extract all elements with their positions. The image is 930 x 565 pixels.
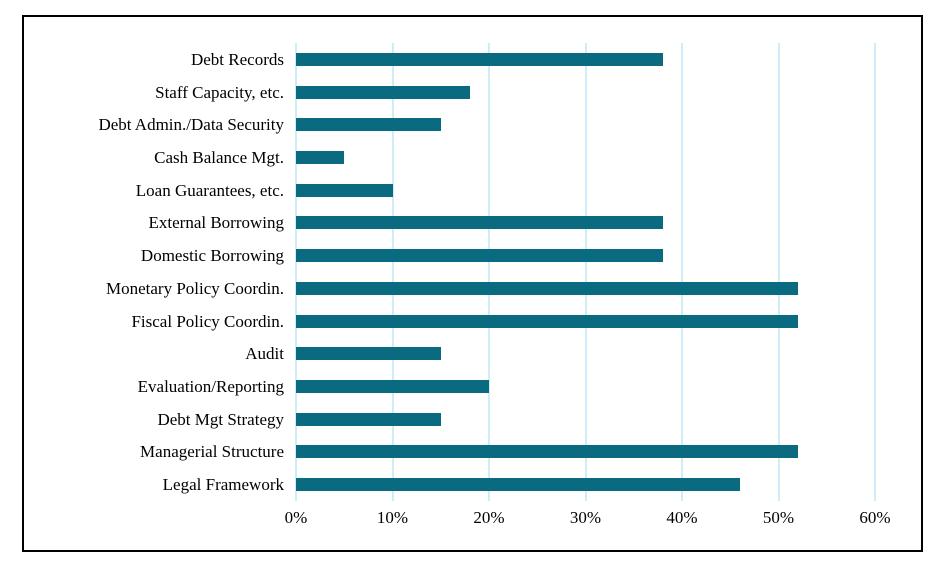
gridline	[391, 43, 394, 501]
bar-row	[296, 207, 875, 240]
category-label: Debt Records	[190, 49, 284, 69]
category-label: Debt Admin./Data Security	[98, 115, 284, 135]
x-axis-tick-labels: 0% 10% 20% 30% 40% 50% 60%	[285, 508, 891, 532]
bar	[296, 52, 663, 66]
bar	[296, 85, 470, 99]
category-axis-labels: Debt Records Staff Capacity, etc. Debt Adm…	[0, 43, 284, 501]
bar	[296, 478, 740, 492]
x-tick-label: 30%	[569, 508, 602, 527]
gridline	[584, 43, 587, 501]
gridlines	[295, 43, 876, 501]
bar-row	[296, 108, 875, 141]
category-label: Loan Guarantees, etc.	[135, 180, 284, 200]
x-tick-label: 40%	[666, 508, 698, 527]
bar-row	[296, 468, 875, 501]
bar	[296, 445, 798, 459]
category-label: Fiscal Policy Coordin.	[131, 311, 284, 331]
bar	[296, 380, 489, 394]
bar-row	[296, 141, 875, 174]
bar-row	[296, 403, 875, 436]
gridline	[874, 43, 876, 501]
plot-area	[295, 43, 876, 501]
category-label: Legal Framework	[162, 475, 284, 495]
bar	[296, 249, 663, 263]
bar	[296, 281, 798, 295]
category-label: Cash Balance Mgt.	[154, 148, 284, 168]
x-tick-label: 50%	[762, 508, 795, 527]
gridline	[681, 43, 683, 501]
bar-series	[296, 43, 875, 501]
category-label: Domestic Borrowing	[140, 246, 284, 266]
bar	[296, 412, 441, 426]
gridline	[295, 43, 297, 501]
bar-row	[296, 76, 875, 109]
gridline	[777, 43, 780, 501]
bar-row	[296, 43, 875, 76]
x-tick-label: 20%	[473, 508, 505, 527]
bar	[296, 314, 798, 328]
bar	[296, 183, 393, 197]
bar-row	[296, 436, 875, 469]
x-tick-label: 0%	[284, 508, 308, 527]
category-label: Staff Capacity, etc.	[155, 82, 284, 102]
category-label: Evaluation/Reporting	[137, 377, 284, 397]
gridline	[488, 43, 490, 501]
bar-row	[296, 174, 875, 207]
bar	[296, 216, 663, 230]
category-label: External Borrowing	[148, 213, 285, 233]
bar-row	[296, 370, 875, 403]
bar-row	[296, 337, 875, 370]
chart-border	[22, 15, 923, 552]
category-label: Debt Mgt Strategy	[157, 409, 284, 429]
bar	[296, 118, 441, 132]
category-label: Audit	[245, 344, 284, 364]
bar-row	[296, 305, 875, 338]
x-tick-label: 10%	[376, 508, 409, 527]
category-label: Managerial Structure	[140, 442, 284, 462]
category-label: Monetary Policy Coordin.	[105, 278, 284, 298]
x-tick-label: 60%	[859, 508, 891, 527]
bar	[296, 151, 345, 165]
bar	[296, 347, 441, 361]
bar-row	[296, 239, 875, 272]
bar-row	[296, 272, 875, 305]
